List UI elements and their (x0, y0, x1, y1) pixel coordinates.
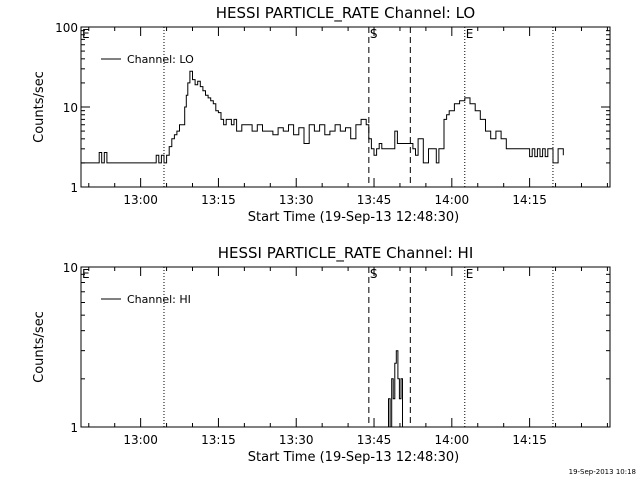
annotation-e: E (466, 267, 474, 281)
x-tick-label: 13:45 (357, 193, 392, 207)
x-tick-label: 13:15 (201, 193, 236, 207)
x-tick-label: 13:30 (279, 193, 314, 207)
x-tick-label: 13:45 (357, 433, 392, 447)
chart-panel-1: HESSI PARTICLE_RATE Channel: LO 1 10 100 Cou… (32, 4, 611, 225)
chart-panel-2: HESSI PARTICLE_RATE Channel: HI 1 10 Counts… (32, 244, 611, 465)
x-tick-label: 14:00 (435, 193, 470, 207)
x-axis-label: Start Time (19-Sep-13 12:48:30) (248, 450, 459, 465)
chart-title: HESSI PARTICLE_RATE Channel: LO (216, 4, 475, 23)
annotation-e: E (82, 27, 90, 41)
y-tick-label: 1 (70, 421, 78, 435)
x-tick-label: 14:15 (512, 433, 547, 447)
x-tick-label: 13:30 (279, 433, 314, 447)
legend-label: Channel: HI (127, 293, 191, 306)
y-axis-label: Counts/sec (32, 311, 47, 383)
x-tick-label: 13:00 (123, 193, 158, 207)
series-line (81, 70, 564, 164)
x-axis-label: Start Time (19-Sep-13 12:48:30) (248, 210, 459, 225)
legend-label: Channel: LO (127, 53, 194, 66)
annotation-s: S (370, 27, 378, 41)
plot-frame (80, 266, 611, 428)
y-tick-label: 1 (70, 181, 78, 195)
annotation-e: E (466, 27, 474, 41)
annotation-e: E (82, 267, 90, 281)
x-tick-label: 14:00 (435, 433, 470, 447)
series-line (387, 350, 403, 428)
chart-title: HESSI PARTICLE_RATE Channel: HI (218, 244, 474, 263)
x-tick-label: 13:15 (201, 433, 236, 447)
x-tick-label: 13:00 (123, 433, 158, 447)
annotation-s: S (370, 267, 378, 281)
y-axis-label: Counts/sec (32, 71, 47, 143)
y-tick-label: 10 (63, 261, 78, 275)
timestamp-label: 19-Sep-2013 10:18 (569, 468, 636, 476)
x-tick-label: 14:15 (512, 193, 547, 207)
y-tick-label: 100 (55, 21, 78, 35)
y-tick-label: 10 (63, 101, 78, 115)
